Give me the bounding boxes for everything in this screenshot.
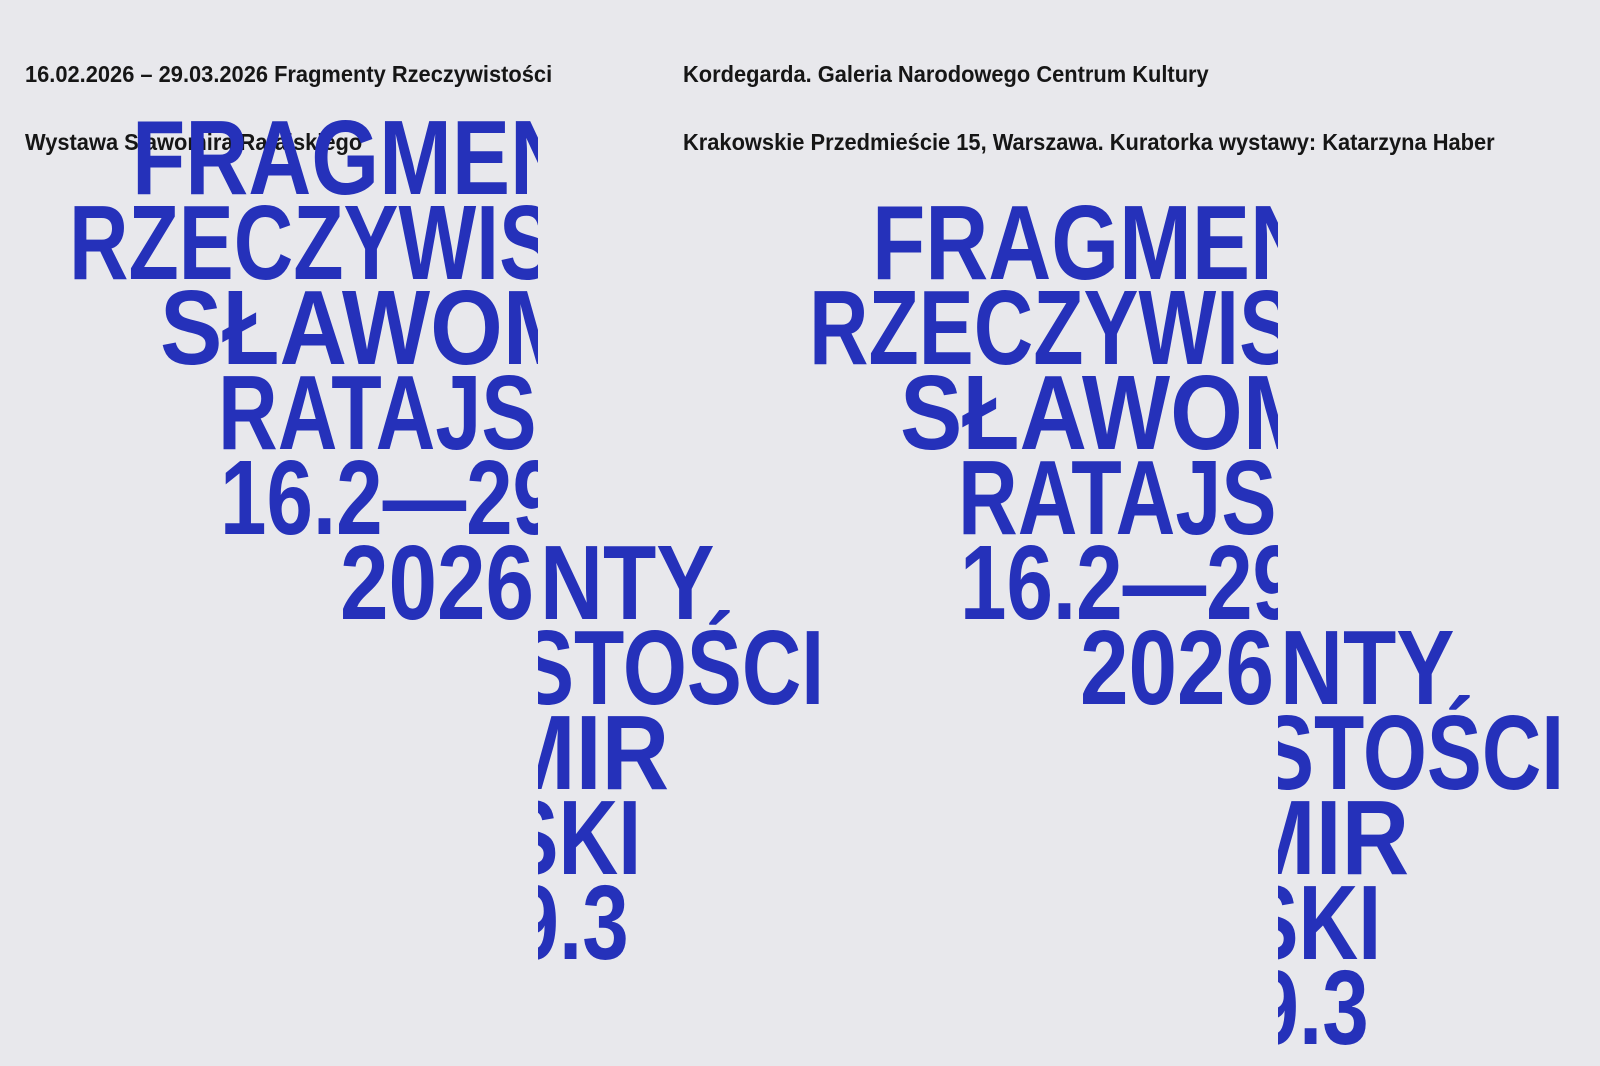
header-left-line2: Wystawa Sławomira Ratajskiego — [25, 128, 363, 155]
poster-line: FRAGMENTY — [902, 609, 1455, 727]
poster-line: RZECZYWISTOŚCI — [88, 609, 824, 727]
header-left-line1: 16.02.2026 – 29.03.2026 Fragmenty Rzeczy… — [25, 61, 553, 87]
poster-line: RZECZYWISTOŚCI — [69, 184, 805, 302]
poster-line: RZECZYWISTOŚCI — [828, 694, 1564, 812]
poster-line: RATAJSKI — [218, 354, 620, 472]
poster-line: RZECZYWISTOŚCI — [809, 269, 1545, 387]
poster-line: 2026 — [340, 524, 535, 642]
poster-line: RATAJSKI — [240, 779, 642, 897]
header-left: 16.02.2026 – 29.03.2026 Fragmenty Rzeczy… — [25, 18, 552, 198]
poster-line: SŁAWOMIR — [160, 269, 675, 387]
poster-line: 2026 — [1080, 609, 1275, 727]
poster-line: SŁAWOMIR — [895, 779, 1410, 897]
header-right: Kordegarda. Galeria Narodowego Centrum K… — [683, 18, 1495, 198]
poster-line: 16.2—29.3 — [220, 439, 629, 557]
poster-line: SŁAWOMIR — [900, 354, 1415, 472]
poster-line: 16.2—29.3 — [960, 949, 1369, 1066]
poster-line: SŁAWOMIR — [155, 694, 670, 812]
header-right-line2: Krakowskie Przedmieście 15, Warszawa. Ku… — [683, 128, 1495, 155]
poster-line: FRAGMENTY — [162, 524, 715, 642]
poster-line: FRAGMENTY — [872, 184, 1425, 302]
poster-line: 16.2—29.3 — [220, 864, 629, 982]
poster-line: RATAJSKI — [958, 439, 1360, 557]
poster-line: 16.2—29.3 — [960, 524, 1369, 642]
poster-line: RATAJSKI — [980, 864, 1382, 982]
header-right-line1: Kordegarda. Galeria Narodowego Centrum K… — [683, 61, 1209, 87]
